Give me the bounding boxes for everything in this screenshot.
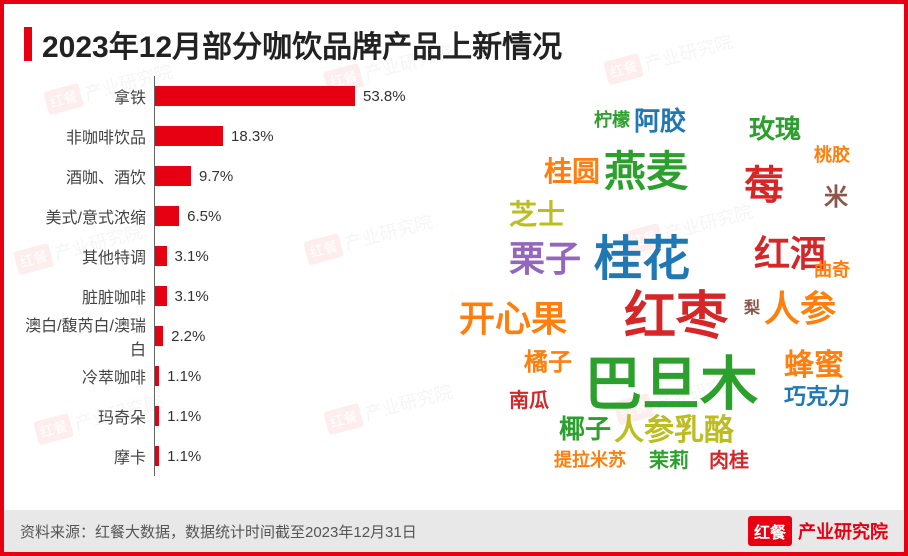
bar: [155, 366, 159, 386]
page-title: 2023年12月部分咖饮品牌产品上新情况: [42, 22, 562, 66]
bar-cell: 9.7%: [154, 156, 414, 196]
chart-row: 美式/意式浓缩 6.5%: [14, 196, 414, 236]
category-label: 澳白/馥芮白/澳瑞白: [14, 312, 154, 360]
cloud-word: 橘子: [524, 351, 572, 375]
content-area: 拿铁 53.8% 非咖啡饮品 18.3% 酒咖、酒饮 9.7% 美式/意式浓缩 6.5% 其他特…: [4, 76, 904, 496]
cloud-word: 米: [824, 186, 848, 210]
cloud-word: 人参: [764, 291, 836, 327]
cloud-word: 开心果: [459, 301, 567, 337]
chart-row: 摩卡 1.1%: [14, 436, 414, 476]
category-label: 其他特调: [14, 244, 154, 268]
cloud-word: 桂花: [594, 236, 690, 284]
cloud-word: 柠檬: [594, 111, 630, 129]
cloud-word: 提拉米苏: [554, 451, 626, 469]
title-accent-bar: [24, 27, 32, 61]
chart-row: 非咖啡饮品 18.3%: [14, 116, 414, 156]
value-label: 1.1%: [167, 448, 201, 465]
cloud-word: 梨: [744, 301, 760, 317]
bar: [155, 246, 167, 266]
footer-bar: 资料来源：红餐大数据，数据统计时间截至2023年12月31日 红餐 产业研究院: [4, 510, 904, 552]
cloud-word: 人参乳酪: [614, 416, 734, 446]
category-label: 脏脏咖啡: [14, 284, 154, 308]
cloud-word: 燕麦: [604, 151, 688, 193]
bar: [155, 446, 159, 466]
word-cloud: 巴旦木红枣桂花燕麦栗子开心果人参红酒莓蜂蜜人参乳酪芝士桂圆阿胶玫瑰椰子巧克力橘子…: [414, 76, 894, 496]
value-label: 3.1%: [175, 288, 209, 305]
bar: [155, 286, 167, 306]
cloud-word: 巧克力: [784, 386, 850, 408]
category-label: 摩卡: [14, 444, 154, 468]
footer-brand: 红餐 产业研究院: [748, 516, 888, 546]
category-label: 冷萃咖啡: [14, 364, 154, 388]
bar-cell: 18.3%: [154, 116, 414, 156]
cloud-word: 红枣: [624, 291, 728, 343]
value-label: 6.5%: [187, 208, 221, 225]
category-label: 酒咖、酒饮: [14, 164, 154, 188]
cloud-word: 椰子: [559, 416, 611, 442]
value-label: 2.2%: [171, 328, 205, 345]
brand-institute: 产业研究院: [798, 518, 888, 544]
value-label: 9.7%: [199, 168, 233, 185]
bar-cell: 3.1%: [154, 236, 414, 276]
bar: [155, 406, 159, 426]
bar: [155, 206, 179, 226]
cloud-word: 蜂蜜: [784, 351, 844, 381]
cloud-word: 阿胶: [634, 108, 686, 134]
value-label: 18.3%: [231, 128, 274, 145]
chart-frame: 红餐产业研究院红餐产业研究院红餐产业研究院红餐产业研究院红餐产业研究院红餐产业研…: [0, 0, 908, 556]
cloud-word: 桂圆: [544, 158, 600, 186]
chart-row: 拿铁 53.8%: [14, 76, 414, 116]
value-label: 53.8%: [363, 88, 406, 105]
cloud-word: 南瓜: [509, 391, 549, 411]
chart-row: 玛奇朵 1.1%: [14, 396, 414, 436]
category-label: 美式/意式浓缩: [14, 204, 154, 228]
bar-cell: 1.1%: [154, 396, 414, 436]
bar-cell: 53.8%: [154, 76, 414, 116]
bar: [155, 86, 355, 106]
bar-cell: 1.1%: [154, 356, 414, 396]
cloud-word: 巴旦木: [584, 356, 758, 414]
bar: [155, 126, 223, 146]
cloud-word: 肉桂: [709, 451, 749, 471]
source-text: 资料来源：红餐大数据，数据统计时间截至2023年12月31日: [20, 521, 417, 542]
chart-row: 脏脏咖啡 3.1%: [14, 276, 414, 316]
chart-row: 其他特调 3.1%: [14, 236, 414, 276]
cloud-word: 玫瑰: [749, 116, 801, 142]
category-label: 玛奇朵: [14, 404, 154, 428]
value-label: 3.1%: [175, 248, 209, 265]
chart-row: 澳白/馥芮白/澳瑞白2.2%: [14, 316, 414, 356]
bar: [155, 166, 191, 186]
chart-row: 冷萃咖啡 1.1%: [14, 356, 414, 396]
brand-logo: 红餐: [748, 516, 792, 546]
cloud-word: 栗子: [509, 241, 581, 277]
cloud-word: 芝士: [509, 201, 565, 229]
cloud-word: 茉莉: [649, 451, 689, 471]
value-label: 1.1%: [167, 368, 201, 385]
bar-chart: 拿铁 53.8% 非咖啡饮品 18.3% 酒咖、酒饮 9.7% 美式/意式浓缩 6.5% 其他特…: [14, 76, 414, 496]
cloud-word: 桃胶: [814, 146, 850, 164]
chart-row: 酒咖、酒饮 9.7%: [14, 156, 414, 196]
category-label: 拿铁: [14, 84, 154, 108]
bar-cell: 1.1%: [154, 436, 414, 476]
title-row: 2023年12月部分咖饮品牌产品上新情况: [4, 4, 904, 76]
category-label: 非咖啡饮品: [14, 124, 154, 148]
bar: [155, 326, 163, 346]
cloud-word: 曲奇: [814, 261, 850, 279]
bar-cell: 3.1%: [154, 276, 414, 316]
bar-cell: 2.2%: [154, 316, 414, 356]
value-label: 1.1%: [167, 408, 201, 425]
cloud-word: 莓: [744, 166, 784, 206]
bar-cell: 6.5%: [154, 196, 414, 236]
